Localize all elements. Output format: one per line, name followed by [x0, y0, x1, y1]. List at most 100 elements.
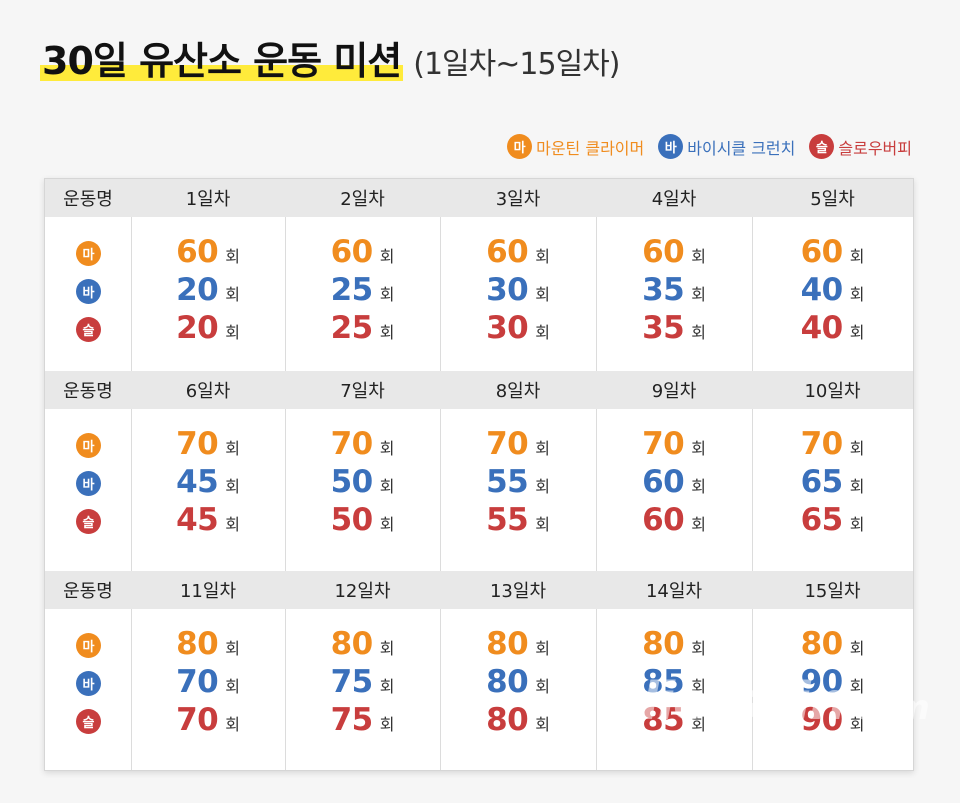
rep-count-cell: 70 회 [131, 426, 285, 462]
rep-unit: 회 [225, 247, 240, 266]
rep-count: 70 [330, 426, 374, 462]
column-divider [596, 179, 597, 770]
rep-count-cell: 20 회 [131, 272, 285, 308]
rep-count: 70 [176, 426, 219, 462]
rep-count: 60 [176, 234, 219, 270]
rep-count: 60 [800, 234, 844, 270]
rep-count-cell: 35 회 [596, 310, 752, 346]
column-divider [440, 179, 441, 770]
rep-count-cell: 60 회 [131, 234, 285, 270]
rep-count: 70 [800, 426, 844, 462]
rep-count-cell: 50 회 [285, 502, 440, 538]
legend-item-mountain-climber: 마 마운틴 클라이머 [507, 134, 644, 159]
mission-table: 운동명 1일차 2일차 3일차 4일차 5일차 마 바 슬 60 회 60 회 60 회 60 회 60 회 20 회 2… [44, 178, 914, 771]
rep-unit: 회 [691, 515, 706, 534]
rep-count: 80 [800, 626, 844, 662]
rep-count: 80 [486, 702, 529, 738]
rep-count: 55 [486, 502, 529, 538]
rep-count: 50 [330, 464, 374, 500]
rep-unit: 회 [535, 477, 550, 496]
legend: 마 마운틴 클라이머 바 바이시클 크런치 슬 슬로우버피 [493, 134, 912, 159]
legend-label: 슬로우버피 [838, 138, 912, 158]
rep-count-cell: 75 회 [285, 702, 440, 738]
rep-unit: 회 [691, 247, 706, 266]
day-header: 8일차 [495, 381, 541, 402]
rep-count-cell: 25 회 [285, 272, 440, 308]
rep-count-cell: 80 회 [440, 702, 596, 738]
rep-count: 60 [642, 464, 685, 500]
badge-seul-icon: 슬 [76, 709, 101, 734]
rep-count: 25 [330, 310, 374, 346]
rep-count: 65 [800, 464, 844, 500]
rep-count: 35 [642, 272, 685, 308]
watermark: dietshin.com [622, 672, 930, 732]
rep-count-cell: 40 회 [752, 272, 913, 308]
rep-count-cell: 60 회 [596, 234, 752, 270]
rep-unit: 회 [225, 715, 240, 734]
rep-count-cell: 60 회 [440, 234, 596, 270]
rep-count-cell: 20 회 [131, 310, 285, 346]
rep-unit: 회 [691, 715, 706, 734]
day-header: 5일차 [810, 189, 855, 210]
rep-unit: 회 [691, 477, 706, 496]
rep-count-cell: 80 회 [285, 626, 440, 662]
rep-count-cell: 70 회 [131, 702, 285, 738]
rep-count-cell: 85 회 [596, 664, 752, 700]
rep-count-cell: 30 회 [440, 272, 596, 308]
rep-unit: 회 [691, 439, 706, 458]
badge-ba-icon: 바 [658, 134, 684, 159]
legend-label: 마운틴 클라이머 [536, 138, 645, 158]
day-header: 14일차 [645, 581, 703, 602]
rep-count: 85 [642, 702, 685, 738]
rep-unit: 회 [691, 677, 706, 696]
column-divider [131, 179, 132, 770]
rep-unit: 회 [691, 639, 706, 658]
rep-count-cell: 70 회 [752, 426, 913, 462]
rep-count-cell: 65 회 [752, 464, 913, 500]
rep-count-cell: 60 회 [285, 234, 440, 270]
header-row: 운동명 6일차 7일차 8일차 9일차 10일차 [45, 371, 913, 409]
column-divider [285, 179, 286, 770]
rep-count: 75 [330, 664, 374, 700]
rep-count: 70 [176, 702, 219, 738]
rep-unit: 회 [225, 477, 240, 496]
rep-count: 35 [642, 310, 685, 346]
rep-count-cell: 50 회 [285, 464, 440, 500]
rep-unit: 회 [535, 515, 550, 534]
rep-count-cell: 75 회 [285, 664, 440, 700]
header-row: 운동명 11일차 12일차 13일차 14일차 15일차 [45, 571, 913, 609]
title-text: 30일 유산소 운동 미션 [42, 39, 402, 83]
watermark-suffix: .com [844, 688, 930, 728]
rep-count: 60 [330, 234, 374, 270]
rep-count: 90 [800, 664, 844, 700]
day-header: 9일차 [651, 381, 697, 402]
legend-item-slow-burpee: 슬 슬로우버피 [809, 134, 912, 159]
rep-count-cell: 70 회 [131, 664, 285, 700]
day-header: 12일차 [334, 581, 391, 602]
watermark-text: dietshin [622, 672, 846, 732]
badge-seul-icon: 슬 [809, 134, 835, 159]
rep-unit: 회 [535, 439, 550, 458]
rep-unit: 회 [849, 477, 865, 496]
rep-count: 80 [486, 626, 529, 662]
rep-unit: 회 [849, 285, 865, 304]
page-title: 30일 유산소 운동 미션 [40, 30, 404, 85]
rep-count: 45 [176, 502, 219, 538]
rep-unit: 회 [849, 515, 865, 534]
rep-count: 80 [176, 626, 219, 662]
page-subtitle: (1일차~15일차) [413, 47, 620, 82]
rep-count: 80 [486, 664, 529, 700]
day-header: 3일차 [495, 189, 541, 210]
day-header: 4일차 [651, 189, 697, 210]
rep-count: 60 [642, 234, 685, 270]
rep-count: 40 [800, 310, 844, 346]
rep-count-cell: 80 회 [440, 626, 596, 662]
rep-count-cell: 60 회 [596, 502, 752, 538]
day-header: 15일차 [804, 581, 861, 602]
rep-count: 70 [642, 426, 685, 462]
rep-count: 45 [176, 464, 219, 500]
rep-count-cell: 70 회 [596, 426, 752, 462]
rep-unit: 회 [379, 323, 395, 342]
day-header: 10일차 [804, 381, 861, 402]
rep-count-cell: 45 회 [131, 502, 285, 538]
